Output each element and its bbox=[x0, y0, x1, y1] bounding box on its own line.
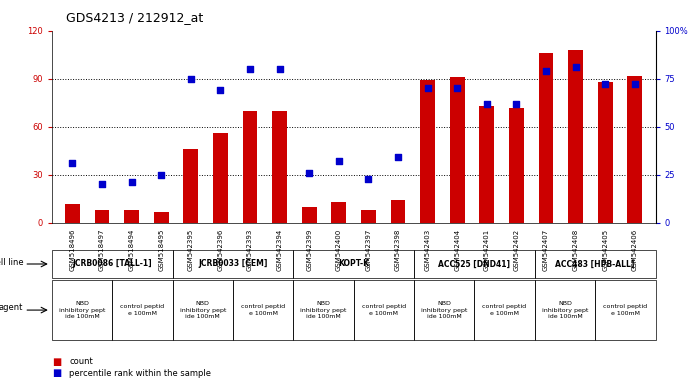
Text: ACC483 [HPB-ALL]: ACC483 [HPB-ALL] bbox=[555, 260, 635, 268]
Text: NBD
inhibitory pept
ide 100mM: NBD inhibitory pept ide 100mM bbox=[300, 301, 346, 319]
Text: control peptid
e 100mM: control peptid e 100mM bbox=[120, 305, 164, 316]
Point bbox=[97, 181, 108, 187]
Point bbox=[482, 101, 493, 107]
Point bbox=[156, 172, 167, 178]
Bar bbox=[243, 111, 257, 223]
Point bbox=[393, 154, 404, 161]
Text: JCRB0033 [CEM]: JCRB0033 [CEM] bbox=[198, 260, 268, 268]
Text: control peptid
e 100mM: control peptid e 100mM bbox=[241, 305, 285, 316]
Bar bbox=[124, 210, 139, 223]
Bar bbox=[509, 108, 524, 223]
Point bbox=[452, 85, 463, 91]
Bar bbox=[213, 133, 228, 223]
Text: cell line: cell line bbox=[0, 258, 23, 267]
Bar bbox=[568, 50, 583, 223]
Bar bbox=[539, 53, 553, 223]
Point bbox=[363, 175, 374, 182]
Bar bbox=[450, 77, 464, 223]
Bar bbox=[154, 212, 168, 223]
Point bbox=[274, 66, 285, 72]
Bar bbox=[391, 200, 406, 223]
Text: control peptid
e 100mM: control peptid e 100mM bbox=[362, 305, 406, 316]
Bar bbox=[95, 210, 110, 223]
Text: agent: agent bbox=[0, 303, 23, 311]
Point bbox=[186, 76, 197, 82]
Text: NBD
inhibitory pept
ide 100mM: NBD inhibitory pept ide 100mM bbox=[59, 301, 105, 319]
Text: control peptid
e 100mM: control peptid e 100mM bbox=[603, 305, 647, 316]
Point bbox=[511, 101, 522, 107]
Text: GDS4213 / 212912_at: GDS4213 / 212912_at bbox=[66, 12, 203, 25]
Text: NBD
inhibitory pept
ide 100mM: NBD inhibitory pept ide 100mM bbox=[179, 301, 226, 319]
Bar bbox=[184, 149, 198, 223]
Bar bbox=[627, 76, 642, 223]
Text: KOPT-K: KOPT-K bbox=[338, 260, 369, 268]
Bar bbox=[65, 204, 80, 223]
Text: count: count bbox=[69, 357, 92, 366]
Text: ■: ■ bbox=[52, 357, 61, 367]
Text: ■: ■ bbox=[52, 368, 61, 378]
Text: JCRB0086 [TALL-1]: JCRB0086 [TALL-1] bbox=[72, 260, 152, 268]
Text: NBD
inhibitory pept
ide 100mM: NBD inhibitory pept ide 100mM bbox=[542, 301, 588, 319]
Point bbox=[629, 81, 640, 88]
Bar bbox=[598, 82, 613, 223]
Text: NBD
inhibitory pept
ide 100mM: NBD inhibitory pept ide 100mM bbox=[421, 301, 467, 319]
Point bbox=[600, 81, 611, 88]
Text: percentile rank within the sample: percentile rank within the sample bbox=[69, 369, 211, 378]
Point bbox=[67, 160, 78, 166]
Bar bbox=[331, 202, 346, 223]
Text: ACC525 [DND41]: ACC525 [DND41] bbox=[438, 260, 511, 268]
Bar bbox=[302, 207, 317, 223]
Bar bbox=[420, 80, 435, 223]
Point bbox=[215, 87, 226, 93]
Point bbox=[304, 170, 315, 176]
Bar bbox=[480, 106, 494, 223]
Point bbox=[540, 68, 551, 74]
Point bbox=[570, 64, 581, 70]
Bar bbox=[361, 210, 376, 223]
Text: control peptid
e 100mM: control peptid e 100mM bbox=[482, 305, 526, 316]
Point bbox=[333, 158, 344, 164]
Point bbox=[126, 179, 137, 185]
Point bbox=[422, 85, 433, 91]
Bar bbox=[273, 111, 287, 223]
Point bbox=[244, 66, 255, 72]
